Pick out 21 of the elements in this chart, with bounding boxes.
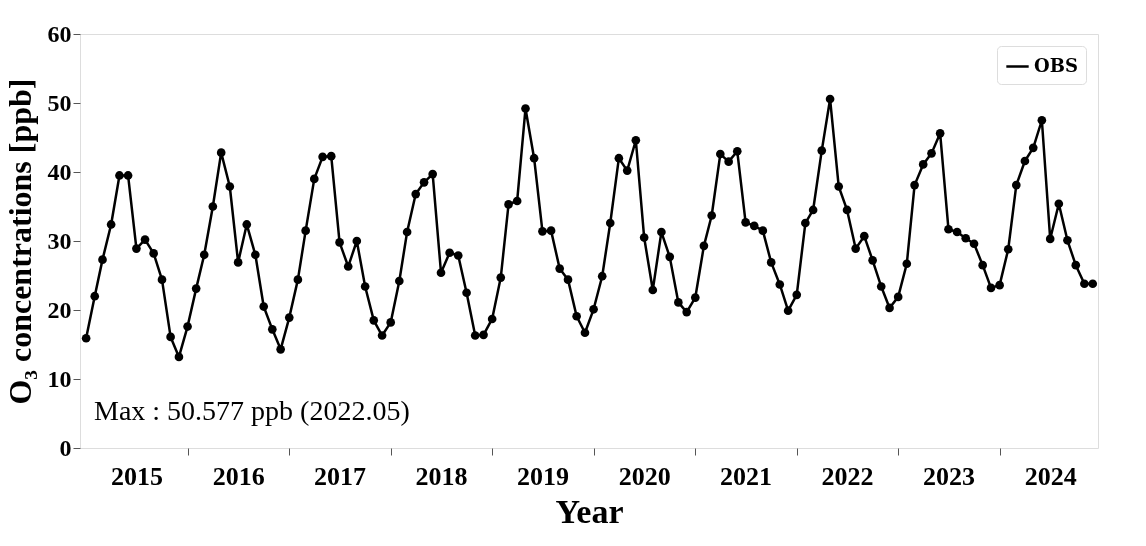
x-tick-label: 2020	[618, 461, 671, 491]
y-tick-label: 20	[47, 296, 72, 323]
y-tick-label: 50	[47, 89, 72, 116]
x-tick-label: 2021	[720, 461, 773, 491]
annotation: Max : 50.577 ppb (2022.05)	[94, 395, 410, 426]
y-axis-title: O₃ concentrations [ppb]	[1, 78, 38, 405]
x-axis-title: Year	[555, 492, 624, 530]
x-tick-label: 2023	[922, 461, 975, 491]
x-tick-label: 2022	[821, 461, 874, 491]
legend-label: OBS	[1034, 54, 1078, 76]
y-tick-label: 0	[59, 434, 72, 461]
x-tick-label: 2024	[1024, 461, 1077, 491]
y-tick-label: 60	[47, 20, 72, 47]
y-tick-label: 40	[47, 158, 72, 185]
y-tick-label: 10	[47, 365, 72, 392]
y-tick-label: 30	[47, 227, 72, 254]
x-tick-label: 2015	[110, 461, 163, 491]
x-tick-label: 2018	[415, 461, 468, 491]
x-tick-label: 2019	[516, 461, 569, 491]
x-tick-label: 2017	[314, 461, 367, 491]
x-tick-label: 2016	[212, 461, 265, 491]
